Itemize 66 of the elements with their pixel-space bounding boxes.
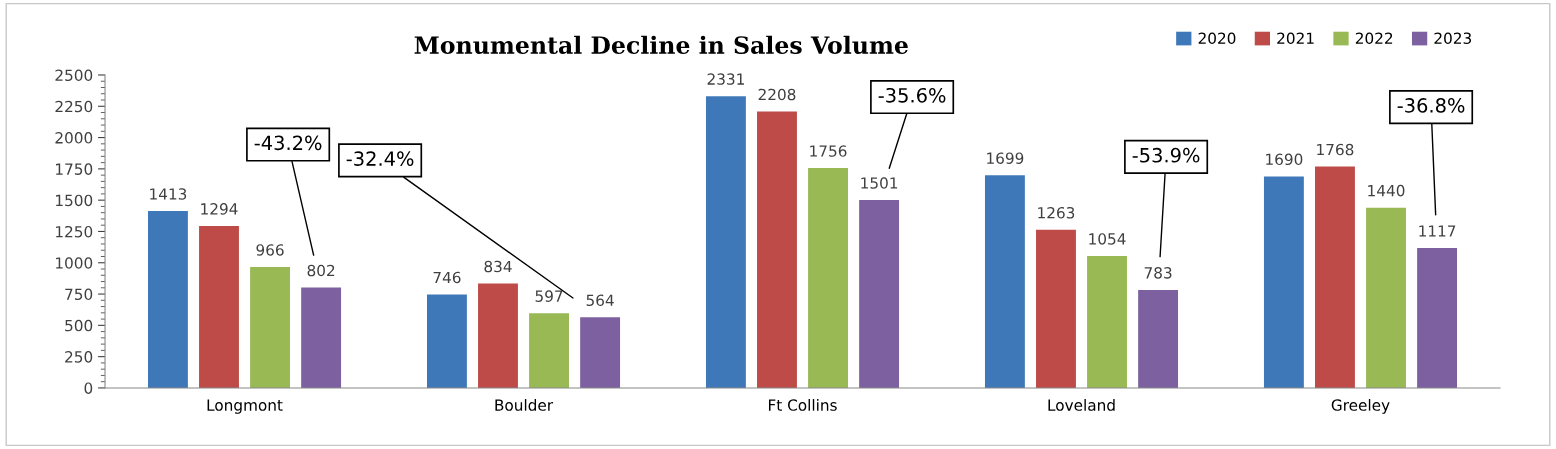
data-label: 1699 <box>987 152 1024 164</box>
bar <box>1315 166 1355 388</box>
data-label: 1756 <box>810 145 847 157</box>
annotation: -35.6% <box>878 87 946 103</box>
bar <box>1417 248 1458 388</box>
bar <box>1087 256 1127 388</box>
x-tick-label: Ft Collins <box>768 399 837 411</box>
data-label: 966 <box>256 244 284 256</box>
y-tick-label: 2250 <box>55 100 93 113</box>
data-label: 2208 <box>758 88 796 101</box>
y-tick-label: 2000 <box>55 132 93 144</box>
data-label: 746 <box>433 271 461 284</box>
x-tick-label: Longmont <box>207 399 283 414</box>
data-label: 834 <box>484 260 512 273</box>
legend-label: 2023 <box>1434 32 1471 44</box>
legend-label: 2022 <box>1355 32 1393 44</box>
y-tick-label: 1750 <box>56 163 93 175</box>
annotation: -53.9% <box>1132 147 1200 163</box>
legend-label: 2020 <box>1198 32 1236 44</box>
data-label: 1413 <box>150 188 187 200</box>
y-tick-label: 500 <box>65 319 93 332</box>
bar <box>529 313 569 388</box>
data-label: 1501 <box>861 177 898 189</box>
bar <box>147 211 188 388</box>
bar <box>580 317 621 388</box>
data-label: 1768 <box>1317 143 1354 156</box>
bar <box>1366 207 1406 388</box>
bar <box>757 111 797 388</box>
x-tick-label: Greeley <box>1331 399 1390 414</box>
legend-label: 2021 <box>1277 32 1314 44</box>
data-label: 1117 <box>1419 225 1456 237</box>
data-label: 1294 <box>201 203 238 215</box>
data-label: 1054 <box>1089 233 1126 245</box>
y-tick-label: 2500 <box>55 69 93 81</box>
bar <box>199 225 239 388</box>
data-label: 2331 <box>707 73 744 85</box>
bar <box>301 287 342 388</box>
data-label: 1690 <box>1266 153 1303 166</box>
data-label: 1263 <box>1038 206 1075 219</box>
y-tick-label: 1250 <box>56 225 93 238</box>
bar <box>250 267 290 388</box>
y-tick-label: 0 <box>84 382 93 394</box>
bar <box>705 96 746 388</box>
y-tick-label: 250 <box>65 351 93 363</box>
data-label: 597 <box>535 290 563 302</box>
y-tick-label: 1000 <box>56 257 93 269</box>
bar <box>808 168 848 388</box>
y-tick-label: 750 <box>65 288 93 301</box>
x-tick-label: Loveland <box>1048 399 1115 411</box>
bar <box>1263 176 1304 388</box>
y-tick-label: 1500 <box>56 194 93 207</box>
annotation: -43.2% <box>254 135 322 151</box>
bar <box>426 294 467 388</box>
data-label: 1440 <box>1368 184 1405 197</box>
bar <box>984 175 1025 388</box>
annotation: -32.4% <box>346 151 414 166</box>
annotation: -36.8% <box>1397 98 1465 113</box>
bar <box>1138 289 1179 388</box>
data-label: 802 <box>307 264 335 277</box>
data-label: 783 <box>1144 267 1172 279</box>
bar <box>1036 229 1076 388</box>
x-tick-label: Boulder <box>495 399 554 411</box>
chart-title: Monumental Decline in Sales Volume <box>414 35 908 54</box>
bar <box>859 200 900 388</box>
data-label: 564 <box>586 294 614 307</box>
bar <box>478 283 518 388</box>
